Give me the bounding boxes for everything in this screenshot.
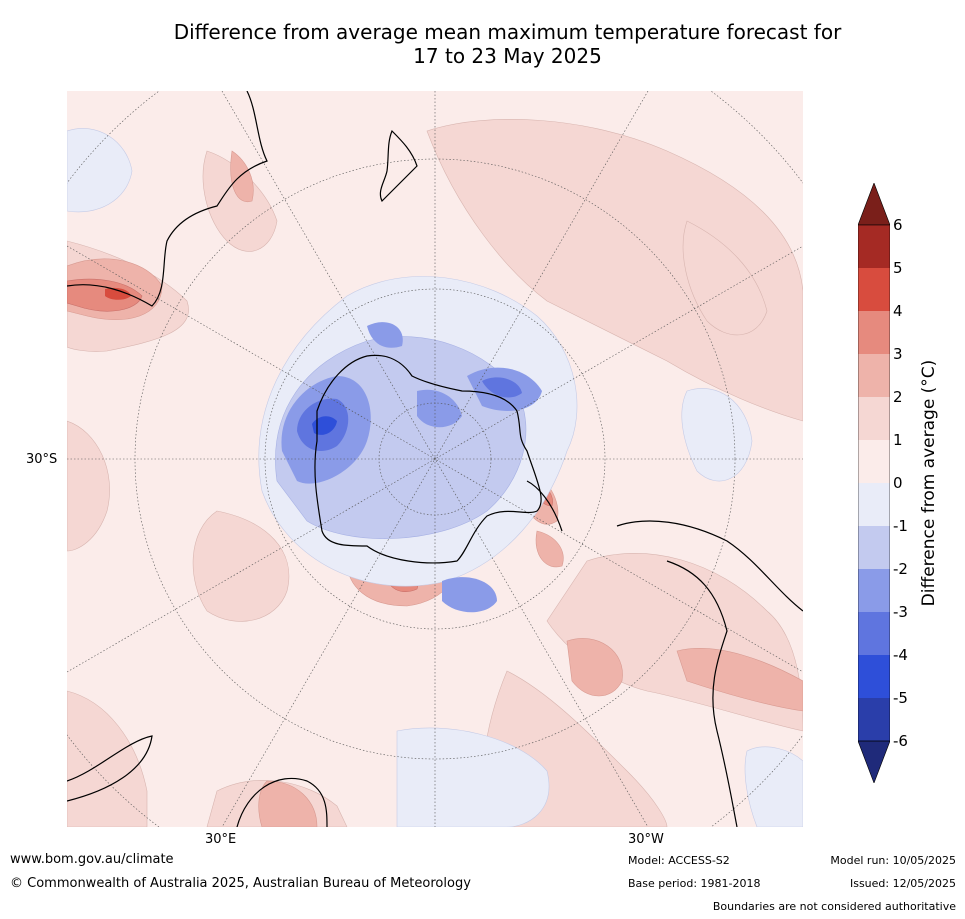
map-title: Difference from average mean maximum tem…	[0, 20, 965, 68]
south-america-coast	[616, 520, 803, 612]
footer-issued: Issued: 12/05/2025	[849, 877, 956, 890]
colorbar-band-4-5	[858, 268, 890, 311]
antarctic-peninsula-coast	[526, 480, 563, 532]
colorbar-band-m2-m1	[858, 526, 890, 569]
colorbar-band-2-3	[858, 354, 890, 397]
title-line-2: 17 to 23 May 2025	[413, 44, 602, 68]
colorbar-tick-3: 3	[893, 345, 903, 363]
footer-url[interactable]: www.bom.gov.au/climate	[10, 852, 174, 867]
footer-model: Model: ACCESS-S2	[628, 854, 730, 867]
longitude-label-30e: 30°E	[205, 832, 237, 847]
latitude-label-30s: 30°S	[26, 452, 58, 467]
colorbar-tick-m4: -4	[893, 646, 908, 664]
colorbar-tick-m3: -3	[893, 603, 908, 621]
colorbar-band-5-6	[858, 225, 890, 268]
colorbar	[857, 182, 891, 784]
temperature-anomaly-map	[67, 91, 803, 827]
new-zealand-coast	[379, 129, 418, 203]
anomaly-below-average-areas	[67, 128, 803, 827]
colorbar-tick-4: 4	[893, 302, 903, 320]
colorbar-label: Difference from average (°C)	[919, 359, 939, 607]
colorbar-band-3-4	[858, 311, 890, 354]
colorbar-band-m1-0	[858, 483, 890, 526]
colorbar-band-0-1	[858, 440, 890, 483]
madagascar-coast	[67, 735, 153, 802]
title-line-1: Difference from average mean maximum tem…	[173, 20, 842, 44]
graticule	[67, 91, 803, 827]
antarctica-coast	[314, 354, 542, 564]
footer-copyright: © Commonwealth of Australia 2025, Austra…	[10, 876, 471, 891]
colorbar-tick-m2: -2	[893, 560, 908, 578]
colorbar-bottom-arrow	[857, 740, 891, 784]
footer-model-run: Model run: 10/05/2025	[830, 854, 956, 867]
australia-coast	[67, 91, 268, 307]
colorbar-band-m5-m4	[858, 655, 890, 698]
colorbar-band-m3-m2	[858, 569, 890, 612]
colorbar-tick-m5: -5	[893, 689, 908, 707]
colorbar-tick-m6: -6	[893, 732, 908, 750]
colorbar-tick-0: 0	[893, 474, 903, 492]
footer-disclaimer: Boundaries are not considered authoritat…	[712, 900, 956, 913]
colorbar-tick-5: 5	[893, 259, 903, 277]
colorbar-tick-1: 1	[893, 431, 903, 449]
footer-base-period: Base period: 1981-2018	[628, 877, 761, 890]
colorbar-tick-m1: -1	[893, 517, 908, 535]
africa-coast	[236, 777, 328, 827]
south-america-coast-2	[666, 560, 738, 827]
colorbar-tick-6: 6	[893, 216, 903, 234]
coastlines	[67, 91, 803, 827]
colorbar-tick-2: 2	[893, 388, 903, 406]
anomaly-4-5-area	[105, 287, 131, 300]
colorbar-band-1-2	[858, 397, 890, 440]
colorbar-band-m6-m5	[858, 698, 890, 741]
colorbar-band-m4-m3	[858, 612, 890, 655]
longitude-label-30w: 30°W	[628, 832, 664, 847]
colorbar-top-arrow	[857, 182, 891, 226]
